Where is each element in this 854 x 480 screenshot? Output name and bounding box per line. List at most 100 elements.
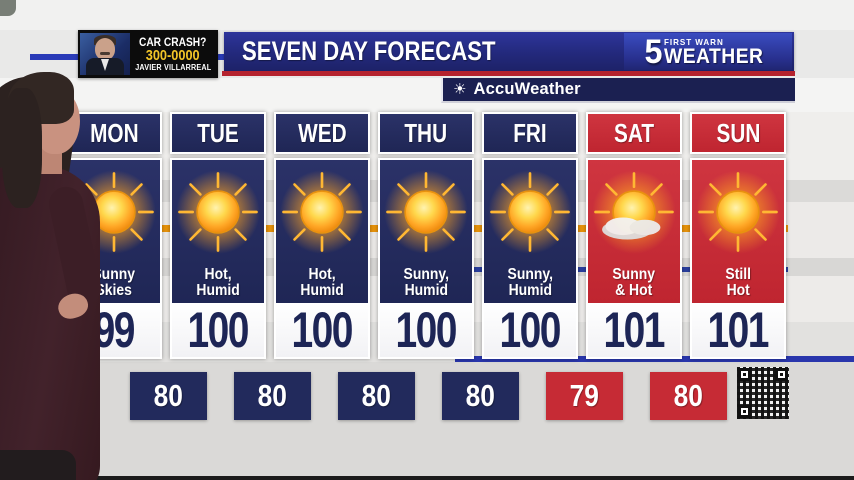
station-number: 5 xyxy=(644,32,663,71)
day-label: WED xyxy=(297,117,347,148)
qr-finder-pattern xyxy=(738,405,751,418)
studio-blue-baseline xyxy=(455,356,854,362)
day-header: WED xyxy=(274,112,370,154)
day-header: MON xyxy=(66,112,162,154)
condition-text: Sunny, Humid xyxy=(403,265,449,299)
low-temp-box: 80 xyxy=(234,372,311,420)
low-temp: 80 xyxy=(361,378,392,413)
high-temp: 100 xyxy=(499,302,562,358)
studio-corner-shadow xyxy=(0,0,16,16)
high-temp: 101 xyxy=(707,302,770,358)
sun-icon xyxy=(488,170,572,254)
station-logo: 5 FIRST WARN WEATHER xyxy=(624,33,792,70)
high-temp: 100 xyxy=(395,302,458,358)
condition-text: Hot, Humid xyxy=(196,265,240,299)
day-header: SUN xyxy=(690,112,786,154)
condition-text: Hot, Humid xyxy=(300,265,344,299)
condition-text: Sunny Skies xyxy=(92,265,136,299)
day-label: FRI xyxy=(513,117,547,148)
attorney-photo xyxy=(80,33,130,75)
presenter-hair-top xyxy=(8,72,74,124)
station-tagline: FIRST WARN xyxy=(663,37,724,47)
promo-phone-number: 300-0000 xyxy=(146,47,200,65)
high-temp-box: 100 xyxy=(276,302,368,358)
forecast-column-sat: SAT Sunny & Hot 101 xyxy=(586,112,682,359)
qr-finder-pattern xyxy=(738,368,751,381)
day-header: TUE xyxy=(170,112,266,154)
attorney-shirt xyxy=(101,59,109,71)
forecast-column-wed: WED Hot, Humid 100 xyxy=(274,112,370,359)
day-header: THU xyxy=(378,112,474,154)
low-temp: 80 xyxy=(153,378,184,413)
forecast-column-sun: SUN Still Hot 101 xyxy=(690,112,786,359)
station-name: WEATHER xyxy=(663,45,764,68)
low-temp: 79 xyxy=(569,378,600,413)
provider-name: AccuWeather xyxy=(473,80,581,98)
sun-icon xyxy=(384,170,468,254)
sun-icon: ☀ xyxy=(453,81,467,98)
day-label: TUE xyxy=(197,117,239,148)
high-temp-box: 99 xyxy=(68,302,160,358)
day-body: Hot, Humid xyxy=(276,160,368,303)
banner-connector-mid xyxy=(218,54,228,60)
low-temp-box: 80 xyxy=(650,372,727,420)
high-temp-box: 101 xyxy=(692,302,784,358)
promo-headline: CAR CRASH? xyxy=(139,35,207,50)
day-body: Sunny Skies xyxy=(68,160,160,303)
attorney-face xyxy=(95,38,115,60)
day-body: Still Hot xyxy=(692,160,784,303)
day-header: SAT xyxy=(586,112,682,154)
sun-icon xyxy=(176,170,260,254)
day-label: SAT xyxy=(613,117,655,148)
low-temp-box: 80 xyxy=(130,372,207,420)
qr-finder-pattern xyxy=(775,368,788,381)
sun-cloud-icon xyxy=(592,170,676,254)
sun-icon xyxy=(280,170,364,254)
high-temp: 100 xyxy=(291,302,354,358)
condition-text: Still Hot xyxy=(725,265,751,299)
accuweather-bar: ☀ AccuWeather xyxy=(441,78,795,103)
attorney-mustache xyxy=(100,52,110,55)
day-label: MON xyxy=(89,117,139,148)
page-title: SEVEN DAY FORECAST xyxy=(242,36,496,66)
low-temp-box: 79 xyxy=(546,372,623,420)
condition-text: Sunny & Hot xyxy=(612,265,656,299)
day-body: Sunny & Hot xyxy=(588,160,680,303)
high-temp-box: 100 xyxy=(380,302,472,358)
high-temp: 99 xyxy=(93,302,136,358)
low-temp-box: 80 xyxy=(442,372,519,420)
presenter-legs xyxy=(0,450,76,480)
qr-code xyxy=(737,367,789,419)
forecast-column-thu: THU Sunny, Humid 100 xyxy=(378,112,474,359)
attorney-promo-banner: CAR CRASH? 300-0000 JAVIER VILLARREAL xyxy=(78,30,218,78)
day-header: FRI xyxy=(482,112,578,154)
high-temp-box: 100 xyxy=(484,302,576,358)
day-label: SUN xyxy=(716,117,760,148)
promo-attorney-name: JAVIER VILLARREAL xyxy=(134,62,212,72)
low-temp: 80 xyxy=(465,378,496,413)
forecast-title-banner: SEVEN DAY FORECAST 5 FIRST WARN WEATHER xyxy=(224,32,794,71)
promo-text-block: CAR CRASH? 300-0000 JAVIER VILLARREAL xyxy=(130,36,216,72)
high-temp: 100 xyxy=(187,302,250,358)
condition-text: Sunny, Humid xyxy=(507,265,553,299)
day-body: Hot, Humid xyxy=(172,160,264,303)
sun-icon xyxy=(72,170,156,254)
presenter-hair-side xyxy=(2,88,42,208)
high-temp-box: 100 xyxy=(172,302,264,358)
high-temp: 101 xyxy=(603,302,666,358)
high-temp-box: 101 xyxy=(588,302,680,358)
forecast-column-tue: TUE Hot, Humid 100 xyxy=(170,112,266,359)
banner-connector-left xyxy=(30,54,78,60)
low-temp-box: 80 xyxy=(338,372,415,420)
forecast-column-mon: MON Sunny Skies 99 xyxy=(66,112,162,359)
day-label: THU xyxy=(404,117,448,148)
day-body: Sunny, Humid xyxy=(484,160,576,303)
presenter-neck xyxy=(40,146,62,174)
sun-icon xyxy=(696,170,780,254)
low-temp: 80 xyxy=(257,378,288,413)
day-body: Sunny, Humid xyxy=(380,160,472,303)
forecast-column-fri: FRI Sunny, Humid 100 xyxy=(482,112,578,359)
low-temp: 80 xyxy=(673,378,704,413)
title-red-underline xyxy=(222,71,795,76)
